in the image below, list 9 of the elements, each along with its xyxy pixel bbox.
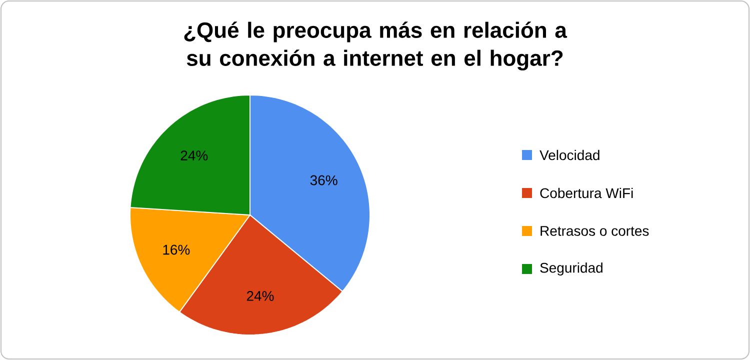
legend-label: Retrasos o cortes	[540, 226, 649, 236]
data-label: 24%	[246, 291, 274, 301]
data-label: 36%	[310, 175, 338, 186]
chart-title: ¿Qué le preocupa más en relación a su conexión a internet en el hogar?	[184, 22, 568, 70]
data-label: 16%	[163, 244, 190, 255]
data-label: 24%	[180, 150, 208, 160]
legend-label: Seguridad	[540, 262, 602, 276]
legend-label: Velocidad	[540, 150, 600, 160]
legend-label: Cobertura WiFi	[540, 188, 633, 198]
